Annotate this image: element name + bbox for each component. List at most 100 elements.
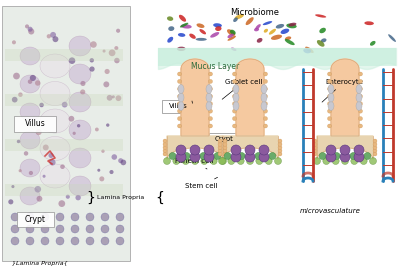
Circle shape [50,32,56,38]
Circle shape [11,225,19,233]
Ellipse shape [321,38,326,43]
Circle shape [26,213,34,221]
Circle shape [178,79,182,83]
Circle shape [274,158,282,164]
Ellipse shape [210,32,219,38]
Ellipse shape [328,102,334,110]
Polygon shape [222,136,278,159]
Ellipse shape [20,159,40,177]
Ellipse shape [280,29,289,34]
Circle shape [220,158,226,164]
Circle shape [232,94,236,98]
FancyBboxPatch shape [14,116,56,132]
Circle shape [264,79,268,83]
Circle shape [120,160,126,165]
Circle shape [107,95,112,101]
Circle shape [190,152,200,162]
Ellipse shape [288,23,296,26]
Circle shape [11,237,19,245]
Ellipse shape [20,47,40,65]
Ellipse shape [264,29,268,33]
Circle shape [110,170,114,174]
Circle shape [328,72,332,76]
Circle shape [176,152,186,162]
Circle shape [245,152,255,162]
Circle shape [264,72,268,76]
FancyBboxPatch shape [5,49,123,61]
Ellipse shape [178,84,184,94]
Circle shape [373,149,377,153]
FancyBboxPatch shape [2,6,130,261]
Circle shape [52,36,58,42]
Ellipse shape [69,92,91,112]
Circle shape [278,139,282,143]
Circle shape [90,41,97,48]
Circle shape [218,139,222,143]
Circle shape [178,124,182,128]
Circle shape [173,158,180,164]
Circle shape [97,169,100,172]
Circle shape [77,124,80,128]
Circle shape [350,153,357,160]
Ellipse shape [196,38,207,41]
Polygon shape [181,59,209,136]
Circle shape [42,175,46,178]
Ellipse shape [286,23,297,28]
Circle shape [36,129,42,135]
Circle shape [12,97,18,102]
Circle shape [48,153,54,158]
Circle shape [102,50,106,53]
Circle shape [232,109,236,113]
Circle shape [328,94,332,98]
Circle shape [328,79,332,83]
Circle shape [232,87,236,91]
Circle shape [112,154,117,160]
Ellipse shape [20,131,40,149]
Circle shape [71,225,79,233]
Circle shape [118,158,123,163]
Circle shape [28,79,32,84]
Circle shape [178,116,182,121]
Ellipse shape [200,29,206,34]
Circle shape [313,152,317,156]
Circle shape [163,152,167,156]
Circle shape [204,152,214,162]
Circle shape [340,152,350,162]
Circle shape [178,72,182,76]
Circle shape [278,149,282,153]
Circle shape [328,102,332,106]
Circle shape [364,153,371,160]
Circle shape [246,158,254,164]
Ellipse shape [233,93,239,102]
Circle shape [255,153,262,160]
Circle shape [264,109,268,113]
Circle shape [358,124,362,128]
Ellipse shape [20,187,40,205]
Circle shape [218,145,222,150]
Ellipse shape [179,15,186,22]
Ellipse shape [285,39,295,45]
Ellipse shape [215,26,222,31]
Text: Villus: Villus [169,104,187,110]
Text: Lamina Propria: Lamina Propria [97,195,144,200]
Circle shape [26,237,34,245]
Circle shape [41,237,49,245]
Circle shape [238,153,245,160]
Circle shape [264,87,268,91]
Ellipse shape [181,24,192,29]
Circle shape [223,145,227,150]
Circle shape [259,145,269,155]
Circle shape [114,46,118,50]
Circle shape [223,152,227,156]
Circle shape [358,87,362,91]
Ellipse shape [178,93,184,102]
Ellipse shape [40,54,70,78]
Circle shape [373,145,377,150]
Circle shape [76,195,81,200]
Circle shape [178,109,182,113]
Text: Crypt: Crypt [214,137,234,142]
Circle shape [232,72,236,76]
Text: Stem cell: Stem cell [185,177,218,189]
Circle shape [182,158,189,164]
Ellipse shape [40,109,70,133]
